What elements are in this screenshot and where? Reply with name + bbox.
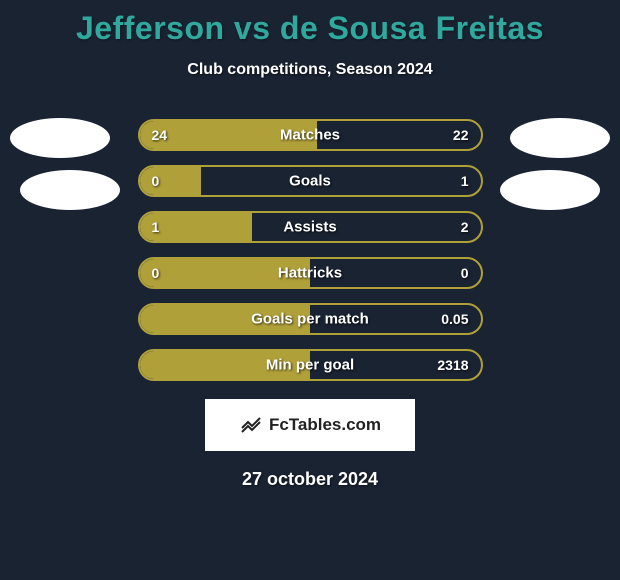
stat-row: Matches2422	[138, 119, 483, 151]
stat-row: Goals per match0.05	[138, 303, 483, 335]
avatar-placeholder-right-1	[510, 118, 610, 158]
avatar-placeholder-left-1	[10, 118, 110, 158]
stats-container: Matches2422Goals01Assists12Hattricks00Go…	[138, 119, 483, 381]
stat-value-right: 1	[461, 173, 469, 189]
page-title: Jefferson vs de Sousa Freitas	[0, 0, 620, 47]
page-subtitle: Club competitions, Season 2024	[0, 61, 620, 79]
stat-value-right: 2	[461, 219, 469, 235]
stat-value-left: 1	[152, 219, 160, 235]
stat-row: Min per goal2318	[138, 349, 483, 381]
page-date: 27 october 2024	[0, 469, 620, 490]
avatar-placeholder-left-2	[20, 170, 120, 210]
stat-value-left: 24	[152, 127, 168, 143]
stat-value-right: 0	[461, 265, 469, 281]
brand-text: FcTables.com	[269, 415, 381, 435]
stat-value-right: 2318	[437, 357, 468, 373]
stat-value-right: 0.05	[441, 311, 468, 327]
chart-line-icon	[239, 411, 263, 440]
stat-fill-left	[140, 351, 311, 379]
stat-fill-left	[140, 167, 201, 195]
avatar-placeholder-right-2	[500, 170, 600, 210]
stat-value-left: 0	[152, 173, 160, 189]
stat-fill-left	[140, 305, 311, 333]
stat-value-right: 22	[453, 127, 469, 143]
brand-box: FcTables.com	[205, 399, 415, 451]
stat-row: Assists12	[138, 211, 483, 243]
stat-row: Hattricks00	[138, 257, 483, 289]
stat-fill-left	[140, 259, 311, 287]
stat-value-left: 0	[152, 265, 160, 281]
stat-row: Goals01	[138, 165, 483, 197]
